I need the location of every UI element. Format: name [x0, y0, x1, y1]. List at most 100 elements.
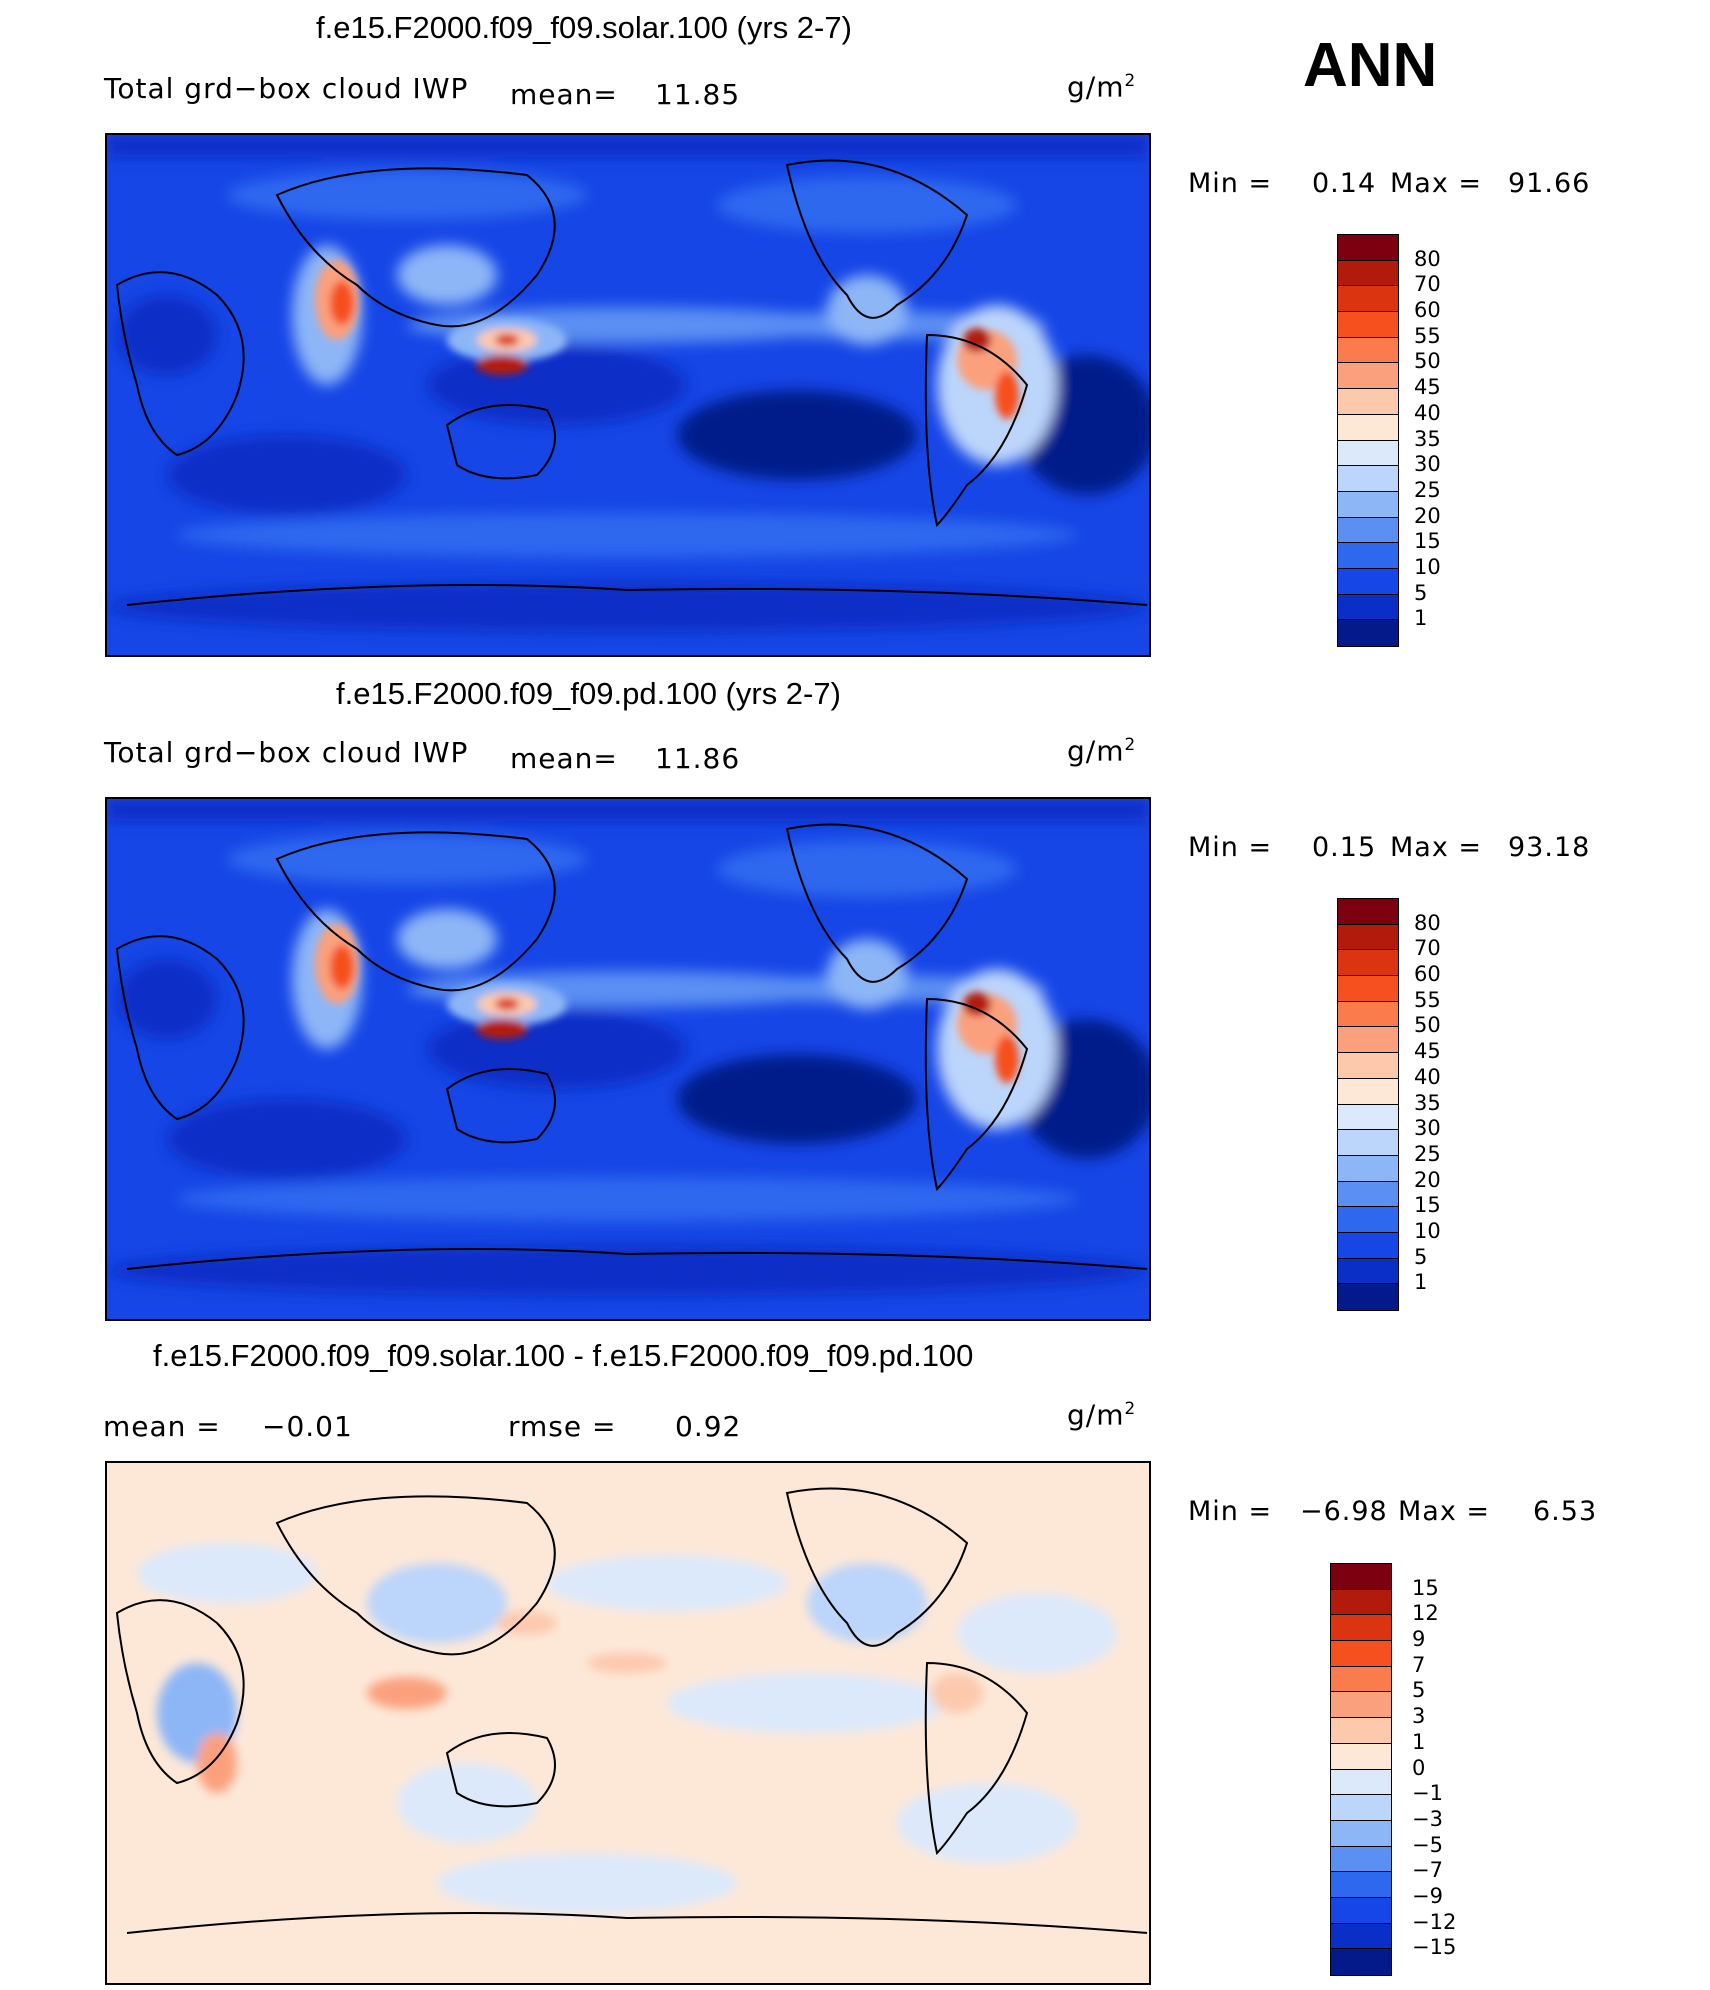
- panel1-min-label: Min =: [1188, 168, 1273, 199]
- colorbar-segment: [1338, 1232, 1398, 1259]
- panel3-max-label: Max =: [1398, 1496, 1491, 1527]
- colorbar-segment: [1331, 1769, 1391, 1796]
- colorbar-label: 70: [1414, 272, 1441, 297]
- colorbar-segment: [1338, 260, 1398, 287]
- panel2-title: f.e15.F2000.f09_f09.pd.100 (yrs 2-7): [336, 676, 841, 711]
- colorbar-label: 5: [1412, 1678, 1426, 1703]
- colorbar-segment: [1338, 414, 1398, 441]
- season-label: ANN: [1303, 31, 1438, 100]
- colorbar-label: 40: [1414, 1064, 1441, 1089]
- colorbar-label: 30: [1414, 452, 1441, 477]
- colorbar-label: 80: [1414, 910, 1441, 935]
- panel1-title: f.e15.F2000.f09_f09.solar.100 (yrs 2-7): [316, 10, 852, 45]
- colorbar-label: −5: [1412, 1832, 1443, 1857]
- panel1-mean-label: mean=: [510, 78, 618, 111]
- panel2-max-label: Max =: [1390, 832, 1483, 863]
- colorbar-segment: [1331, 1718, 1391, 1744]
- colorbar-segment: [1331, 1692, 1391, 1719]
- colorbar-label: 35: [1414, 1090, 1441, 1115]
- colorbar-label: 60: [1414, 962, 1441, 987]
- colorbar-segment: [1338, 568, 1398, 595]
- panel3-rmse-label: rmse =: [508, 1410, 617, 1443]
- colorbar-label: 55: [1414, 987, 1441, 1012]
- panel1-min-value: 0.14: [1312, 168, 1377, 199]
- colorbar-segment: [1338, 594, 1398, 621]
- colorbar-label: 50: [1414, 349, 1441, 374]
- panel3-map-canvas: [107, 1463, 1149, 1983]
- colorbar-segment: [1338, 1001, 1398, 1028]
- panel1-max-label: Max =: [1390, 168, 1483, 199]
- colorbar-label: 15: [1414, 1193, 1441, 1218]
- colorbar-label: 7: [1412, 1652, 1426, 1677]
- colorbar-label: 1: [1414, 1270, 1428, 1295]
- panel2-variable: Total grd−box cloud IWP: [104, 736, 469, 769]
- panel3-title: f.e15.F2000.f09_f09.solar.100 - f.e15.F2…: [153, 1338, 974, 1373]
- colorbar-label: 10: [1414, 1218, 1441, 1243]
- colorbar-segment: [1338, 517, 1398, 544]
- panel2-max-value: 93.18: [1508, 832, 1591, 863]
- colorbar-segment: [1331, 1666, 1391, 1693]
- colorbar-label: −15: [1412, 1935, 1457, 1960]
- colorbar-label: 20: [1414, 503, 1441, 528]
- colorbar-segment: [1338, 976, 1398, 1002]
- colorbar-label: 70: [1414, 936, 1441, 961]
- colorbar-segment: [1331, 1615, 1391, 1642]
- panel3-rmse-value: 0.92: [675, 1410, 742, 1443]
- colorbar-label: 1: [1414, 606, 1428, 631]
- colorbar-label: 25: [1414, 477, 1441, 502]
- colorbar-segment: [1338, 466, 1398, 492]
- panel1-mean-value: 11.85: [655, 78, 741, 111]
- panel2-map: [105, 797, 1151, 1321]
- colorbar-label: 40: [1414, 400, 1441, 425]
- panel2-min-label: Min =: [1188, 832, 1273, 863]
- colorbar-label: 45: [1414, 375, 1441, 400]
- colorbar-segment: [1331, 1846, 1391, 1873]
- colorbar-label: −1: [1412, 1781, 1443, 1806]
- colorbar-segment: [1331, 1872, 1391, 1898]
- colorbar-segment: [1331, 1923, 1391, 1950]
- panel1-max-value: 91.66: [1508, 168, 1591, 199]
- panel2-map-canvas: [107, 799, 1149, 1319]
- panel2-units: g/m2: [1067, 734, 1137, 768]
- colorbar-label: 0: [1412, 1755, 1426, 1780]
- colorbar-label: 80: [1414, 246, 1441, 271]
- panel3-map: [105, 1461, 1151, 1985]
- colorbar-segment: [1331, 1743, 1391, 1770]
- colorbar-segment: [1338, 1284, 1398, 1310]
- panel3-min-value: −6.98: [1300, 1496, 1388, 1527]
- colorbar-segment: [1331, 1564, 1391, 1590]
- panel1-map: [105, 133, 1151, 657]
- colorbar-label: −12: [1412, 1909, 1457, 1934]
- colorbar-segment: [1338, 440, 1398, 467]
- colorbar-segment: [1338, 1207, 1398, 1233]
- panel3-units: g/m2: [1067, 1398, 1137, 1432]
- panel3-max-value: 6.53: [1533, 1496, 1598, 1527]
- colorbar-segment: [1338, 620, 1398, 646]
- colorbar-segment: [1331, 1820, 1391, 1847]
- colorbar-label: 1: [1412, 1729, 1426, 1754]
- colorbar-label: 12: [1412, 1601, 1439, 1626]
- panel3-mean-label: mean =: [103, 1410, 221, 1443]
- panel3-colorbar: [1330, 1563, 1392, 1976]
- colorbar-segment: [1338, 543, 1398, 569]
- colorbar-segment: [1338, 1130, 1398, 1156]
- colorbar-segment: [1338, 1027, 1398, 1054]
- colorbar-label: 55: [1414, 323, 1441, 348]
- colorbar-segment: [1331, 1949, 1391, 1975]
- panel3-min-label: Min =: [1188, 1496, 1273, 1527]
- colorbar-segment: [1331, 1897, 1391, 1924]
- colorbar-label: 60: [1414, 298, 1441, 323]
- colorbar-segment: [1338, 337, 1398, 364]
- panel1-variable: Total grd−box cloud IWP: [104, 72, 469, 105]
- colorbar-label: 25: [1414, 1141, 1441, 1166]
- colorbar-label: 45: [1414, 1039, 1441, 1064]
- panel2-min-value: 0.15: [1312, 832, 1377, 863]
- colorbar-label: 20: [1414, 1167, 1441, 1192]
- colorbar-label: 5: [1414, 580, 1428, 605]
- panel1-units: g/m2: [1067, 70, 1137, 104]
- panel2-mean-label: mean=: [510, 742, 618, 775]
- colorbar-segment: [1331, 1589, 1391, 1616]
- colorbar-label: 35: [1414, 426, 1441, 451]
- colorbar-segment: [1338, 286, 1398, 313]
- colorbar-segment: [1338, 1181, 1398, 1208]
